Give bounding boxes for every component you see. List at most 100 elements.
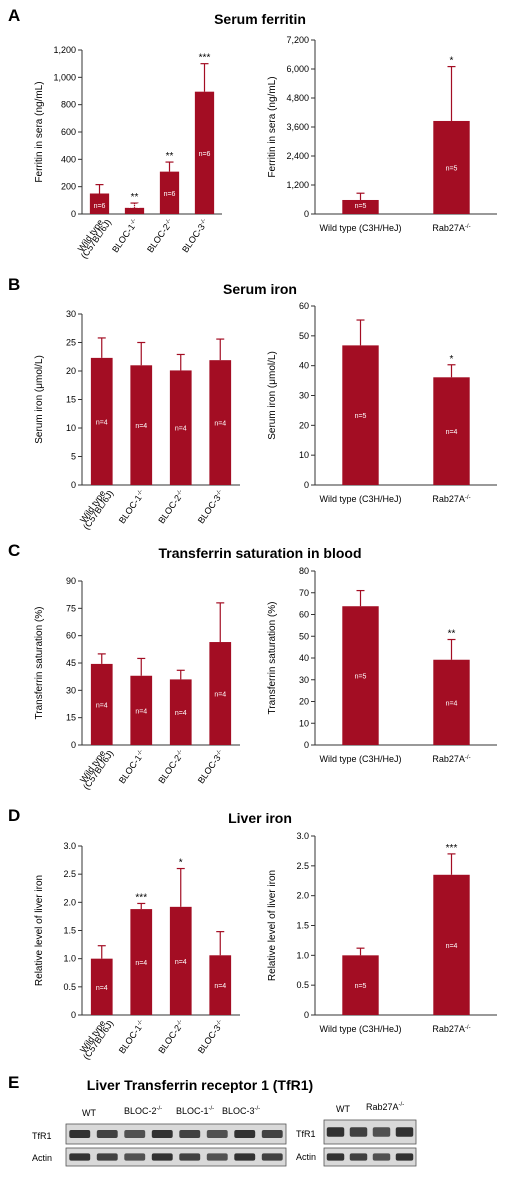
c-right-ytick-label: 70	[299, 588, 309, 598]
panel-title-a: Serum ferritin	[214, 11, 306, 27]
c-right-category-label: Wild type (C3H/HeJ)	[319, 754, 401, 764]
blot-right-tfr1-band	[372, 1127, 391, 1137]
panel-letter-d: D	[8, 806, 21, 825]
b-right-n-label: n=4	[446, 429, 458, 436]
blot-right-col-rab27a: Rab27A-/-	[366, 1102, 405, 1112]
blot-left-col-bloc3: BLOC-3-/-	[222, 1106, 261, 1116]
b-left-category-label: BLOC-2-/-	[156, 488, 186, 525]
panel-title-e: Liver Transferrin receptor 1 (TfR1)	[86, 1077, 314, 1093]
a-right-bar	[342, 199, 379, 214]
blot-left-tfr1-band	[206, 1130, 228, 1138]
d-right-ytick-label: 3.0	[296, 831, 309, 841]
a-right-ytick-label: 2,400	[286, 151, 309, 161]
b-right-significance: *	[450, 354, 454, 365]
b-right-ytick-label: 0	[304, 480, 309, 490]
c-left-n-label: n=4	[214, 692, 226, 699]
b-left-bar	[90, 357, 113, 485]
d-right-ytick-label: 2.0	[296, 891, 309, 901]
blot-right-actin-band	[326, 1153, 345, 1161]
b-left-category-label: BLOC-3-/-	[196, 488, 226, 525]
panel-letter-e: E	[8, 1073, 20, 1092]
d-right-ytick-label: 1.0	[296, 950, 309, 960]
d-right-bar	[433, 874, 470, 1015]
d-right-ylabel: Relative level of liver iron	[267, 870, 278, 981]
a-left-ytick-label: 800	[61, 100, 76, 110]
b-left-ytick-label: 25	[66, 338, 76, 348]
blot-right-actin-band	[349, 1153, 368, 1161]
b-right-ytick-label: 60	[299, 301, 309, 311]
a-left-n-label: n=6	[164, 191, 176, 198]
c-right-bar	[342, 606, 379, 745]
blot-left-col-bloc1: BLOC-1-/-	[176, 1106, 215, 1116]
d-right-significance: ***	[446, 843, 458, 854]
blot-left-col-wt: WT	[82, 1108, 96, 1118]
c-right-significance: **	[448, 629, 456, 640]
a-right-n-label: n=5	[355, 203, 367, 210]
d-right-ytick-label: 1.5	[296, 921, 309, 931]
c-left-n-label: n=4	[96, 702, 108, 709]
blot-left-tfr1-band	[261, 1130, 283, 1138]
blot-right-row-actin: Actin	[296, 1152, 317, 1162]
d-left-category-label: BLOC-1-/-	[117, 1018, 147, 1055]
a-left-ytick-label: 1,000	[53, 72, 76, 82]
blot-left-actin-frame	[65, 1147, 287, 1167]
d-right-n-label: n=5	[355, 983, 367, 990]
c-right-ytick-label: 50	[299, 631, 309, 641]
blot-left-tfr1-frame	[65, 1123, 287, 1145]
blot-left-actin-band	[206, 1153, 228, 1161]
d-left-ylabel: Relative level of liver iron	[34, 875, 45, 986]
b-left-ylabel: Serum iron (μmol/L)	[34, 355, 45, 444]
blot-left-actin-band	[234, 1153, 256, 1161]
c-left-ytick-label: 60	[66, 631, 76, 641]
a-right-ytick-label: 0	[304, 209, 309, 219]
a-left-category-label: BLOC-1-/-	[110, 217, 140, 254]
d-left-n-label: n=4	[135, 960, 147, 967]
b-left-bar	[130, 365, 153, 485]
a-left-bar	[89, 193, 110, 214]
a-left-ylabel: Ferritin in sera (ng/mL)	[34, 81, 45, 182]
d-right-ytick-label: 0.5	[296, 980, 309, 990]
blot-left-actin-band	[124, 1153, 146, 1161]
b-left-ytick-label: 20	[66, 366, 76, 376]
c-left-bar	[169, 679, 192, 745]
blot-right-actin-frame	[323, 1147, 417, 1167]
b-right-ytick-label: 40	[299, 361, 309, 371]
c-right-ytick-label: 20	[299, 697, 309, 707]
b-left-ytick-label: 10	[66, 423, 76, 433]
blot-left-actin-band	[69, 1153, 91, 1161]
blot-left-actin-band	[151, 1153, 173, 1161]
c-left-category-label: BLOC-1-/-	[117, 748, 147, 785]
d-left-category-label: BLOC-2-/-	[156, 1018, 186, 1055]
b-right-category-label: Wild type (C3H/HeJ)	[319, 494, 401, 504]
c-left-ytick-label: 90	[66, 576, 76, 586]
a-left-category-label: BLOC-3-/-	[180, 217, 210, 254]
blot-right-tfr1-band	[326, 1127, 345, 1137]
a-left-ytick-label: 600	[61, 127, 76, 137]
c-right-category-label: Rab27A-/-	[432, 754, 470, 764]
panel-letter-b: B	[8, 275, 21, 294]
d-left-ytick-label: 2.0	[63, 897, 76, 907]
b-right-bar	[433, 377, 470, 485]
b-left-n-label: n=4	[135, 423, 147, 430]
blot-left-tfr1-band	[96, 1130, 118, 1138]
a-right-significance: *	[450, 56, 454, 67]
d-left-bar	[90, 958, 113, 1015]
panel-letter-a: A	[8, 6, 21, 25]
d-right-ytick-label: 2.5	[296, 861, 309, 871]
d-left-category-label: BLOC-3-/-	[196, 1018, 226, 1055]
a-left-ytick-label: 400	[61, 154, 76, 164]
c-left-ylabel: Transferrin saturation (%)	[34, 607, 45, 720]
b-right-n-label: n=5	[355, 413, 367, 420]
a-left-significance: **	[166, 151, 174, 162]
b-right-category-label: Rab27A-/-	[432, 494, 470, 504]
a-right-category-label: Wild type (C3H/HeJ)	[319, 223, 401, 233]
d-left-ytick-label: 3.0	[63, 841, 76, 851]
b-left-n-label: n=4	[96, 419, 108, 426]
c-right-ylabel: Transferrin saturation (%)	[267, 602, 278, 715]
a-right-ytick-label: 7,200	[286, 35, 309, 45]
d-right-ytick-label: 0	[304, 1010, 309, 1020]
blot-left-tfr1-band	[69, 1130, 91, 1138]
blot-left-actin-band	[96, 1153, 118, 1161]
c-right-n-label: n=5	[355, 674, 367, 681]
a-left-bar	[194, 91, 215, 214]
